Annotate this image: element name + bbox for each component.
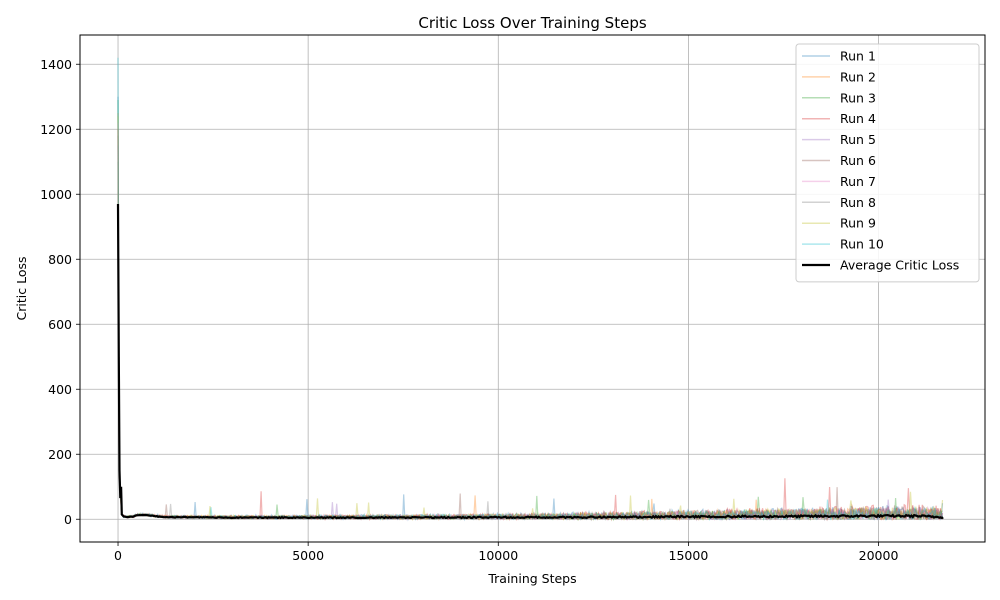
- x-tick-label: 20000: [859, 548, 899, 563]
- legend-label: Run 5: [840, 132, 876, 147]
- average-layer: [116, 203, 944, 520]
- legend-label: Run 8: [840, 195, 876, 210]
- legend-label: Run 7: [840, 174, 876, 189]
- legend-label: Run 4: [840, 111, 876, 126]
- x-tick-label: 15000: [669, 548, 709, 563]
- chart-title: Critic Loss Over Training Steps: [418, 14, 646, 32]
- legend-label: Run 2: [840, 69, 876, 84]
- legend-label: Run 6: [840, 153, 876, 168]
- x-tick-label: 5000: [292, 548, 324, 563]
- y-tick-label: 600: [48, 317, 72, 332]
- y-axis-label: Critic Loss: [14, 257, 29, 321]
- y-tick-label: 0: [64, 512, 72, 527]
- y-tick-label: 800: [48, 252, 72, 267]
- y-tick-label: 1000: [40, 187, 72, 202]
- legend-label: Run 1: [840, 49, 876, 64]
- x-tick-label: 0: [114, 548, 122, 563]
- y-axis-ticks: 0 200 400 600 800 1000 1200 1400: [40, 57, 80, 527]
- legend-label: Run 9: [840, 216, 876, 231]
- legend-label: Average Critic Loss: [840, 258, 959, 273]
- legend-box: [795, 43, 980, 283]
- legend: Run 1 Run 2 Run 3 Run 4 Run 5 Run 6 Run 7 Run 8…: [795, 43, 980, 283]
- y-tick-label: 1400: [40, 57, 72, 72]
- legend-label: Run 10: [840, 237, 884, 252]
- legend-label: Run 3: [840, 90, 876, 105]
- plot-frame: [79, 34, 986, 543]
- x-axis-label: Training Steps: [487, 571, 576, 586]
- x-axis-ticks: 0 5000 10000 15000 20000: [114, 542, 898, 563]
- x-tick-label: 10000: [478, 548, 518, 563]
- y-tick-label: 200: [48, 447, 72, 462]
- run-line: [117, 96, 944, 522]
- y-tick-label: 1200: [40, 122, 72, 137]
- y-tick-label: 400: [48, 382, 72, 397]
- average-line: [116, 203, 944, 520]
